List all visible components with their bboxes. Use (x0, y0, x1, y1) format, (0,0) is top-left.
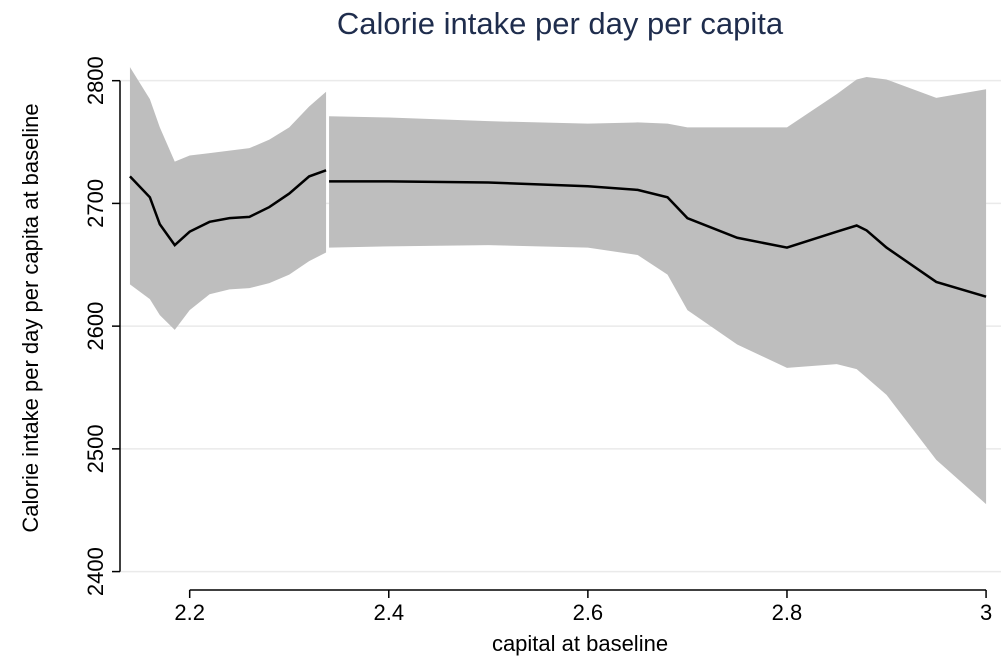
y-tick-label: 2600 (83, 302, 108, 351)
x-axis-label: capital at baseline (492, 631, 668, 656)
confidence-band (329, 77, 987, 505)
line (329, 180, 987, 298)
x-tick-label: 2.2 (174, 600, 205, 625)
confidence-band (129, 67, 327, 330)
chart-title: Calorie intake per day per capita (337, 6, 784, 41)
x-tick-label: 2.8 (772, 600, 803, 625)
y-tick-label: 2700 (83, 179, 108, 228)
line (129, 169, 327, 248)
y-tick-label: 2400 (83, 547, 108, 596)
x-tick-label: 2.4 (373, 600, 404, 625)
y-tick-label: 2500 (83, 424, 108, 473)
x-tick-label: 3 (980, 600, 992, 625)
y-tick-label: 2800 (83, 56, 108, 105)
x-tick-label: 2.6 (573, 600, 604, 625)
y-axis-label: Calorie intake per day per capita at bas… (18, 103, 43, 532)
